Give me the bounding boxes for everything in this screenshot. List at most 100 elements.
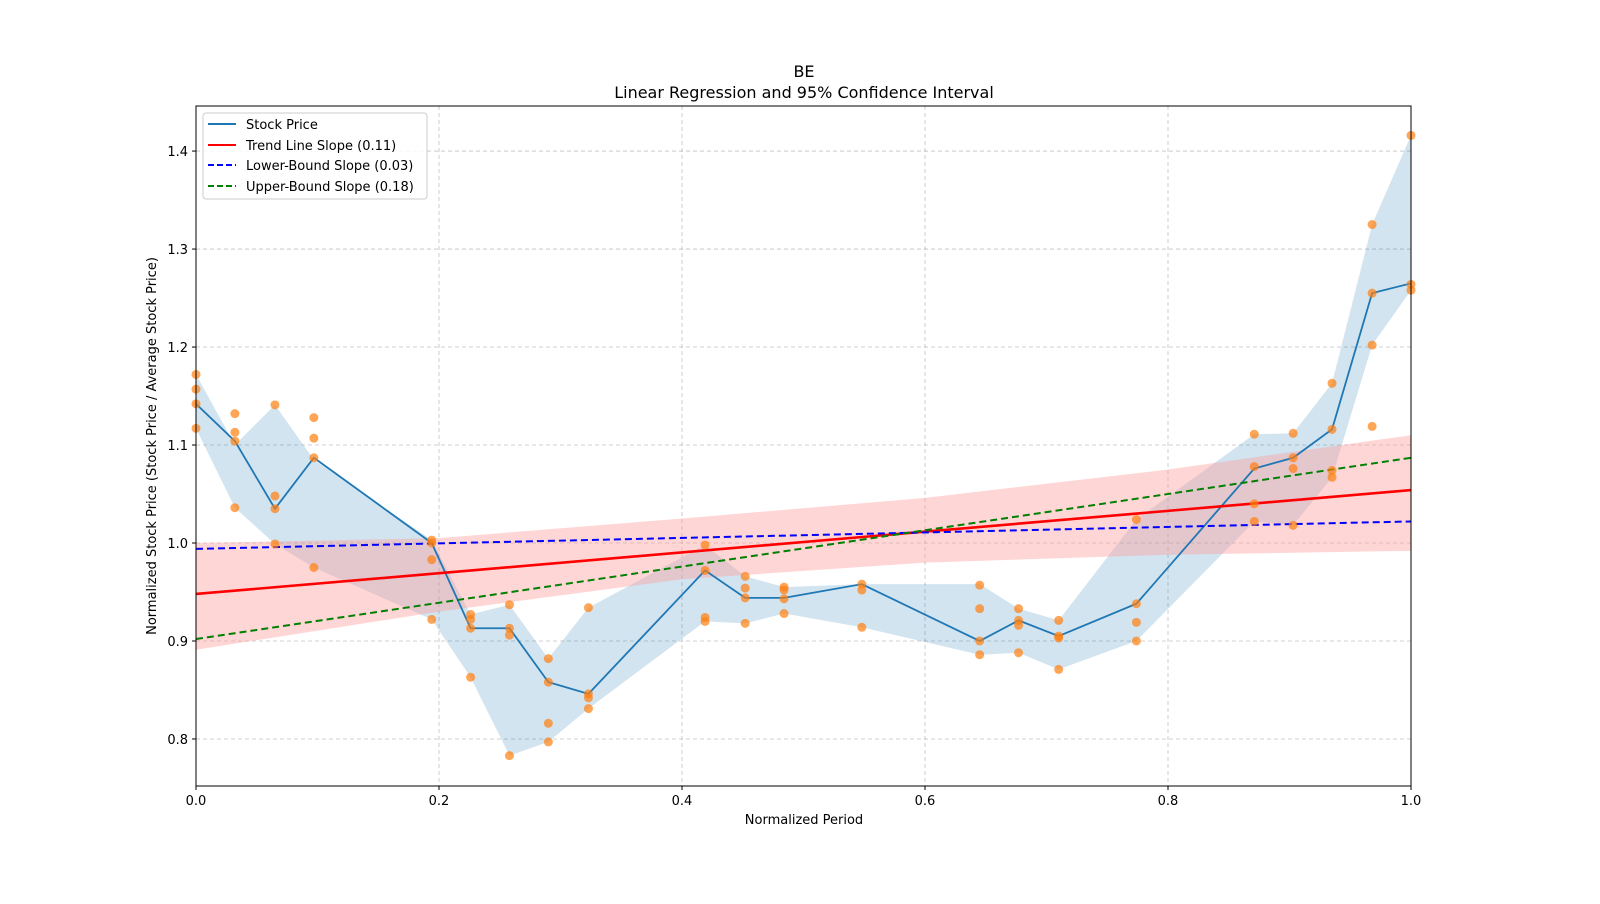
scatter-point	[583, 704, 593, 714]
scatter-point	[740, 571, 750, 581]
scatter-point	[1367, 340, 1377, 350]
scatter-point	[309, 413, 319, 423]
scatter-point	[1327, 472, 1337, 482]
stock-price-band	[196, 135, 1411, 756]
scatter-point	[1249, 516, 1259, 526]
scatter-point	[427, 614, 437, 624]
scatter-point	[857, 585, 867, 595]
x-axis-label: Normalized Period	[745, 813, 863, 828]
scatter-point	[1327, 465, 1337, 475]
scatter-point	[857, 622, 867, 632]
y-tick-label: 1.1	[167, 439, 188, 454]
scatter-point	[1249, 429, 1259, 439]
scatter-point	[1131, 636, 1141, 646]
upper-bound-line	[195, 456, 1412, 641]
scatter-point	[1054, 633, 1064, 643]
legend-box	[202, 112, 428, 200]
scatter-point	[1288, 453, 1298, 463]
plot-frame	[195, 105, 1412, 787]
legend-label-trend-line: Trend Line Slope (0.11)	[245, 139, 396, 154]
scatter-point	[1367, 288, 1377, 298]
scatter-point	[230, 436, 240, 446]
scatter-point	[1249, 462, 1259, 472]
scatter-point	[1367, 220, 1377, 230]
scatter-point	[309, 433, 319, 443]
scatter-point	[466, 672, 476, 682]
scatter-point	[1288, 520, 1298, 530]
scatter-point	[427, 538, 437, 548]
scatter-point	[700, 540, 710, 550]
scatter-point	[1054, 615, 1064, 625]
scatter-point	[975, 604, 985, 614]
y-axis-label: Normalized Stock Price (Stock Price / Av…	[145, 257, 160, 635]
y-tick-label: 0.9	[167, 635, 188, 650]
scatter-point	[309, 453, 319, 463]
y-tick-label: 1.3	[167, 243, 188, 258]
scatter-point	[1288, 428, 1298, 438]
chart-subtitle: Linear Regression and 95% Confidence Int…	[614, 83, 994, 102]
scatter-point	[543, 654, 553, 664]
scatter-point	[1014, 648, 1024, 658]
scatter-point	[1131, 599, 1141, 609]
legend-label-stock-price: Stock Price	[246, 118, 318, 133]
scatter-point	[427, 555, 437, 565]
x-tick-label: 0.8	[1158, 794, 1179, 809]
scatter-point	[1288, 464, 1298, 474]
y-tick-label: 1.2	[167, 341, 188, 356]
scatter-point	[700, 565, 710, 575]
scatter-point	[1014, 620, 1024, 630]
scatter-point	[975, 580, 985, 590]
scatter-point	[1054, 664, 1064, 674]
scatter-point	[504, 623, 514, 633]
x-tick-label: 1.0	[1401, 794, 1422, 809]
scatter-point	[1327, 424, 1337, 434]
legend: Stock Price Trend Line Slope (0.11) Lowe…	[202, 112, 428, 200]
scatter-point	[583, 693, 593, 703]
x-tick-label: 0.6	[915, 794, 936, 809]
scatter-point	[466, 614, 476, 624]
scatter-point	[543, 718, 553, 728]
scatter-point	[975, 636, 985, 646]
scatter-point	[740, 618, 750, 628]
y-tick-label: 1.4	[167, 145, 188, 160]
y-tick-label: 1.0	[167, 537, 188, 552]
scatter-point	[1131, 514, 1141, 524]
y-axis-ticks: 0.8 0.9 1.0 1.1 1.2 1.3 1.4	[167, 145, 196, 748]
lower-bound-line	[195, 520, 1412, 550]
scatter-point	[504, 600, 514, 610]
scatter-point	[270, 539, 280, 549]
scatter-points	[191, 130, 1416, 761]
scatter-point	[543, 677, 553, 687]
scatter-point	[1327, 378, 1337, 388]
scatter-point	[270, 504, 280, 514]
scatter-point	[583, 603, 593, 613]
scatter-point	[309, 562, 319, 572]
scatter-point	[230, 427, 240, 437]
scatter-point	[270, 491, 280, 501]
y-tick-label: 0.8	[167, 733, 188, 748]
scatter-point	[504, 751, 514, 761]
scatter-point	[1367, 421, 1377, 431]
scatter-point	[779, 609, 789, 619]
scatter-point	[230, 503, 240, 513]
scatter-point	[230, 409, 240, 419]
scatter-point	[1014, 604, 1024, 614]
x-axis-ticks: 0.0 0.2 0.4 0.6 0.8 1.0	[186, 786, 1422, 809]
x-tick-label: 0.4	[672, 794, 693, 809]
chart-title: BE	[793, 62, 814, 81]
scatter-point	[740, 593, 750, 603]
x-tick-label: 0.2	[429, 794, 450, 809]
scatter-point	[1249, 499, 1259, 509]
scatter-point	[1131, 617, 1141, 627]
scatter-point	[779, 585, 789, 595]
scatter-point	[740, 583, 750, 593]
x-tick-label: 0.0	[186, 794, 207, 809]
scatter-point	[543, 737, 553, 747]
legend-label-upper-bound: Upper-Bound Slope (0.18)	[246, 180, 414, 195]
trend-line	[195, 488, 1412, 596]
scatter-point	[270, 400, 280, 410]
scatter-point	[504, 630, 514, 640]
series-lines	[195, 282, 1412, 695]
stock-price-line	[195, 282, 1412, 695]
